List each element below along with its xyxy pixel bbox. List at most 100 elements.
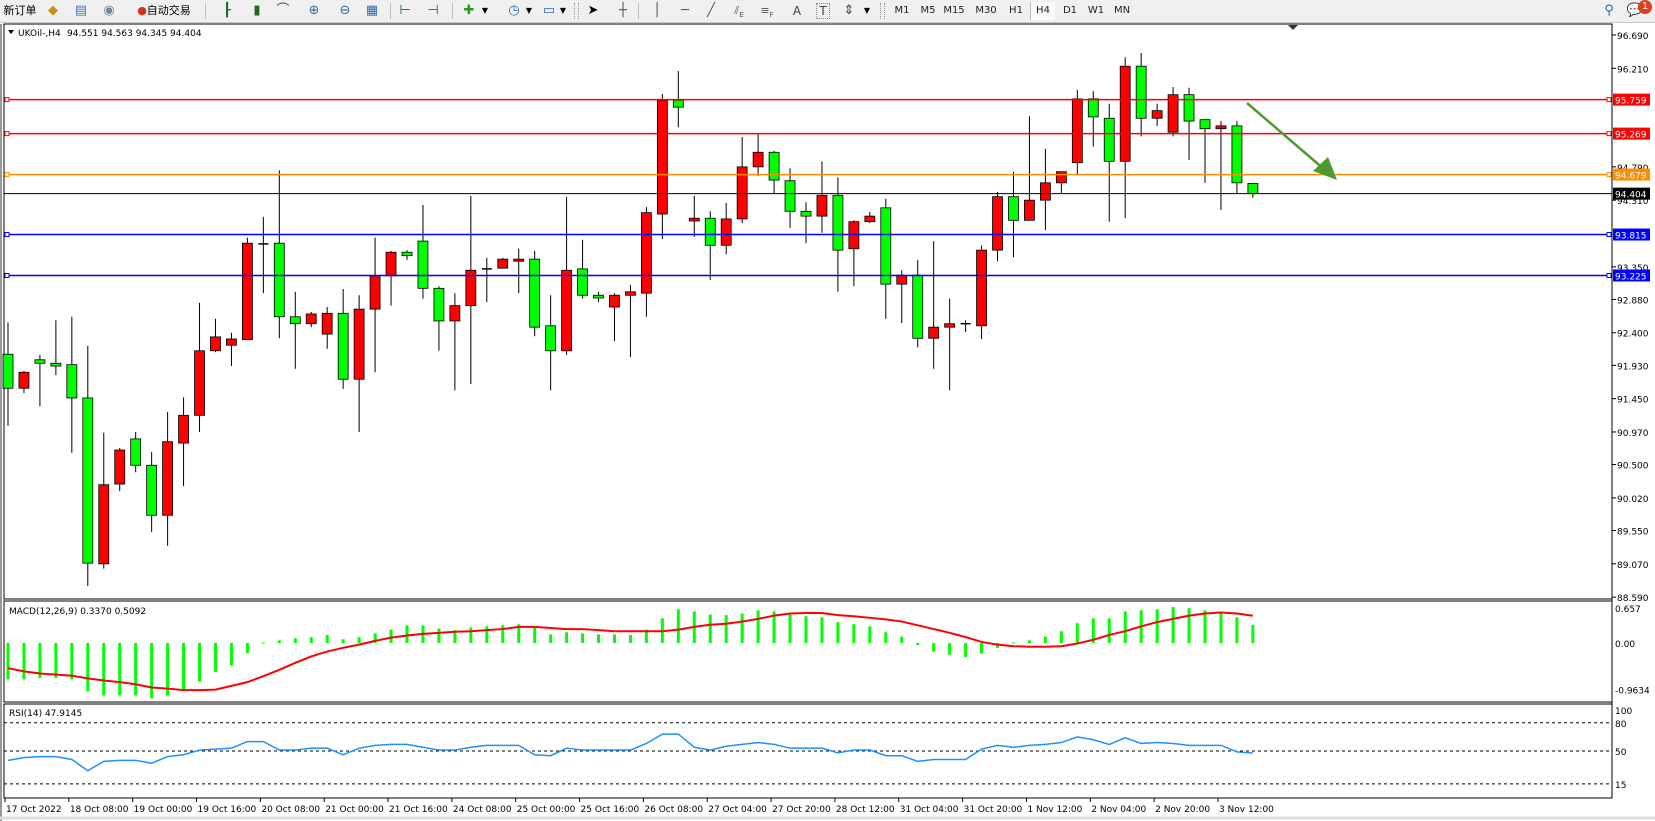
line-handle-left[interactable] bbox=[4, 172, 10, 178]
candle-body bbox=[641, 212, 652, 294]
periods-dropdown[interactable]: ▼ bbox=[525, 6, 533, 15]
line-chart-icon[interactable]: ⌒ bbox=[276, 3, 290, 18]
candle-body bbox=[18, 371, 30, 389]
cursor-icon[interactable]: ➤ bbox=[587, 3, 599, 18]
candle-body bbox=[545, 325, 557, 352]
search-icon[interactable]: ⚲ bbox=[1604, 3, 1614, 18]
periods-icon[interactable]: ◷ bbox=[508, 3, 520, 18]
macd-signal-line bbox=[7, 611, 1254, 692]
macd-histogram-bar bbox=[1187, 608, 1191, 643]
symbol-label: UKOil-,H4 bbox=[18, 29, 61, 39]
candle-body bbox=[321, 312, 333, 335]
trendline-icon[interactable]: ╱ bbox=[707, 3, 715, 18]
templates-dropdown[interactable]: ▼ bbox=[559, 6, 567, 15]
crosshair-icon[interactable]: ┼ bbox=[619, 3, 627, 18]
candle-body bbox=[768, 151, 780, 181]
candle-body bbox=[864, 215, 876, 223]
toolbar-grip[interactable] bbox=[574, 3, 579, 19]
notification-badge[interactable]: 1 bbox=[1638, 0, 1652, 14]
candle-body bbox=[50, 362, 62, 367]
candle-body bbox=[561, 269, 572, 352]
candle-body bbox=[513, 258, 525, 262]
new-chart-icon[interactable]: ✚ bbox=[463, 3, 475, 18]
line-handle-left[interactable] bbox=[4, 232, 10, 238]
candle-body bbox=[1071, 98, 1083, 164]
chart-shift-marker-icon[interactable] bbox=[1288, 25, 1298, 30]
line-handle-left[interactable] bbox=[4, 272, 10, 278]
candle-body bbox=[1024, 199, 1035, 221]
timeframe-w1[interactable]: W1 bbox=[1087, 5, 1105, 16]
toolbar-grip[interactable] bbox=[880, 3, 885, 19]
new-order-button[interactable]: 新订单 bbox=[3, 4, 37, 17]
price-label: 93.225 bbox=[1615, 272, 1647, 282]
time-tick-label: 27 Oct 04:00 bbox=[708, 805, 767, 815]
text-icon[interactable]: A bbox=[792, 4, 802, 18]
timeframe-m30[interactable]: M30 bbox=[975, 5, 997, 16]
timeframe-h1[interactable]: H1 bbox=[1009, 5, 1023, 16]
fibonacci-icon[interactable]: ≡F bbox=[760, 4, 774, 20]
macd-histogram-bar bbox=[756, 610, 760, 643]
templates-icon[interactable]: ▭ bbox=[542, 3, 556, 18]
signal-icon[interactable]: ◉ bbox=[103, 3, 115, 18]
macd-pane[interactable] bbox=[3, 600, 1613, 703]
time-tick-label: 19 Oct 00:00 bbox=[134, 805, 193, 815]
bar-chart-icon[interactable]: ┠ bbox=[223, 3, 231, 18]
macd-histogram-bar bbox=[820, 617, 824, 643]
vertical-line-icon[interactable]: │ bbox=[653, 3, 661, 18]
arrows-dropdown[interactable]: ▼ bbox=[863, 6, 871, 15]
rsi-tick-label: 80 bbox=[1615, 720, 1627, 730]
timeframe-h4[interactable]: H4 bbox=[1030, 2, 1055, 20]
time-tick-label: 31 Oct 04:00 bbox=[900, 805, 959, 815]
timeframe-m15[interactable]: M15 bbox=[943, 5, 965, 16]
timeframe-d1[interactable]: D1 bbox=[1062, 5, 1078, 16]
line-handle-right[interactable] bbox=[1606, 97, 1612, 103]
macd-histogram-bar bbox=[565, 632, 569, 643]
zoom-out-icon[interactable]: ⊖ bbox=[339, 3, 351, 18]
timeframe-m5[interactable]: M5 bbox=[920, 5, 936, 16]
macd-histogram-bar bbox=[405, 625, 409, 643]
chart-shift-icon[interactable]: ⊢ bbox=[399, 3, 411, 18]
fib-expansion-icon[interactable]: ⫽E bbox=[734, 4, 744, 20]
horizontal-line-icon[interactable]: ─ bbox=[681, 3, 689, 18]
line-handle-right[interactable] bbox=[1606, 232, 1612, 238]
text-label-icon[interactable]: T bbox=[816, 3, 830, 19]
timeframe-mn[interactable]: MN bbox=[1113, 5, 1131, 16]
legend-collapse-icon[interactable] bbox=[8, 30, 14, 34]
new-chart-dropdown[interactable]: ▼ bbox=[481, 6, 489, 15]
autotrading-button[interactable]: ●自动交易 bbox=[128, 2, 200, 20]
price-label: 95.759 bbox=[1615, 97, 1647, 107]
price-tick-label: 91.450 bbox=[1617, 396, 1649, 406]
candlestick-icon[interactable]: ▮ bbox=[253, 3, 261, 18]
line-handle-right[interactable] bbox=[1606, 172, 1612, 178]
time-tick-label: 2 Nov 20:00 bbox=[1155, 805, 1210, 815]
macd-histogram-bar bbox=[612, 634, 616, 643]
zoom-in-icon[interactable]: ⊕ bbox=[308, 3, 320, 18]
price-tick-label: 88.590 bbox=[1617, 594, 1649, 604]
price-label-box bbox=[1613, 269, 1650, 282]
candle-body bbox=[928, 326, 940, 339]
candle-body bbox=[433, 287, 445, 322]
arrow-head-icon[interactable] bbox=[1313, 157, 1337, 180]
line-handle-right[interactable] bbox=[1606, 131, 1612, 137]
trend-arrow-line[interactable] bbox=[1246, 102, 1326, 171]
candle-body bbox=[1087, 98, 1099, 118]
macd-histogram-bar bbox=[373, 633, 377, 643]
market-icon[interactable]: ▤ bbox=[74, 3, 88, 18]
macd-histogram-bar bbox=[1043, 636, 1047, 643]
macd-histogram-bar bbox=[1219, 612, 1223, 643]
line-handle-right[interactable] bbox=[1606, 272, 1612, 278]
macd-histogram-bar bbox=[932, 643, 936, 652]
candle-body bbox=[337, 312, 349, 380]
gold-icon[interactable]: ◆ bbox=[48, 3, 58, 18]
candle-body bbox=[98, 484, 110, 565]
autoscroll-icon[interactable]: ⊣ bbox=[427, 3, 439, 18]
line-handle-left[interactable] bbox=[4, 131, 10, 137]
candle-body bbox=[1040, 182, 1051, 201]
macd-histogram-bar bbox=[948, 643, 952, 655]
arrows-icon[interactable]: ⇕ bbox=[843, 3, 855, 18]
timeframe-m1[interactable]: M1 bbox=[894, 5, 910, 16]
tile-windows-icon[interactable]: ▦ bbox=[365, 3, 379, 18]
line-handle-left[interactable] bbox=[4, 97, 10, 103]
macd-histogram-bar bbox=[549, 634, 553, 643]
